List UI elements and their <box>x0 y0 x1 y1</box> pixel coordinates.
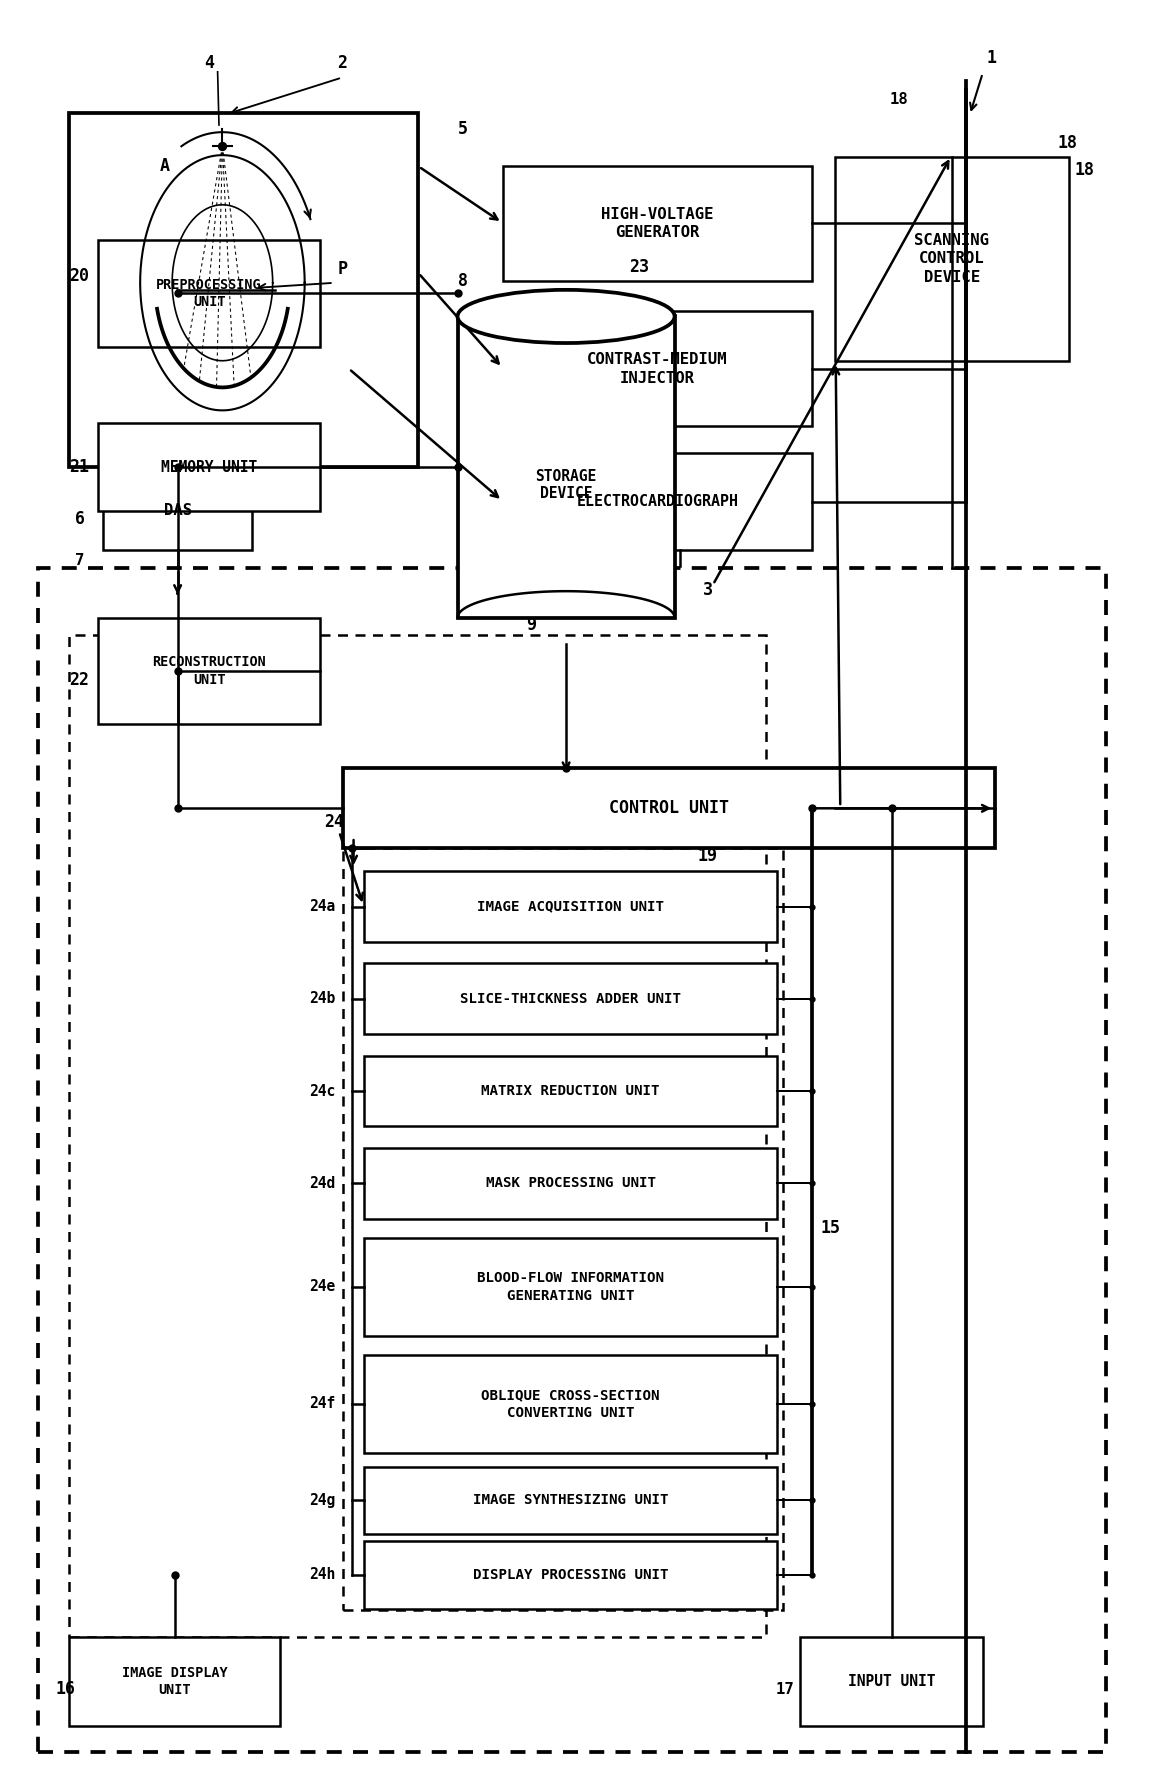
Text: MASK PROCESSING UNIT: MASK PROCESSING UNIT <box>485 1176 656 1191</box>
Text: 24e: 24e <box>310 1280 335 1294</box>
Bar <box>800 1637 983 1726</box>
Bar <box>457 316 675 618</box>
Text: 1: 1 <box>986 48 997 68</box>
Ellipse shape <box>188 248 256 318</box>
Bar <box>343 848 783 1610</box>
Text: IMAGE SYNTHESIZING UNIT: IMAGE SYNTHESIZING UNIT <box>472 1494 669 1508</box>
Text: P: P <box>337 261 348 278</box>
Text: 24f: 24f <box>310 1396 335 1412</box>
Text: 21: 21 <box>69 459 89 477</box>
Text: CONTROL UNIT: CONTROL UNIT <box>609 800 729 818</box>
Text: 16: 16 <box>55 1680 75 1698</box>
Bar <box>69 112 418 468</box>
Text: 24: 24 <box>323 812 344 832</box>
Text: 23: 23 <box>629 259 649 277</box>
Text: 18: 18 <box>889 91 908 107</box>
Text: CONTRAST-MEDIUM
INJECTOR: CONTRAST-MEDIUM INJECTOR <box>587 352 728 386</box>
Bar <box>98 423 320 512</box>
Text: DAS: DAS <box>164 503 192 518</box>
Text: 9: 9 <box>526 616 536 634</box>
Bar <box>504 453 812 550</box>
Text: STORAGE
DEVICE: STORAGE DEVICE <box>536 469 597 502</box>
Bar <box>504 166 812 280</box>
Bar <box>364 1239 777 1335</box>
Bar <box>69 635 766 1637</box>
Text: 3: 3 <box>703 580 713 598</box>
Bar <box>364 964 777 1034</box>
Text: BLOOD-FLOW INFORMATION
GENERATING UNIT: BLOOD-FLOW INFORMATION GENERATING UNIT <box>477 1271 664 1303</box>
Text: 18: 18 <box>1074 161 1095 179</box>
Text: 24d: 24d <box>310 1176 335 1191</box>
Text: 24c: 24c <box>310 1083 335 1098</box>
Text: 20: 20 <box>69 268 89 286</box>
Text: 2: 2 <box>337 54 348 71</box>
Bar <box>98 618 320 725</box>
Text: 22: 22 <box>69 671 89 689</box>
Text: 6: 6 <box>75 511 84 528</box>
Text: 15: 15 <box>821 1219 841 1237</box>
Bar <box>364 1467 777 1533</box>
Text: HIGH-VOLTAGE
GENERATOR: HIGH-VOLTAGE GENERATOR <box>602 207 714 241</box>
Text: MATRIX REDUCTION UNIT: MATRIX REDUCTION UNIT <box>482 1083 660 1098</box>
Text: 5: 5 <box>457 120 468 137</box>
Text: A: A <box>161 157 170 175</box>
Bar <box>343 768 994 848</box>
Bar <box>38 568 1106 1753</box>
Text: 8: 8 <box>457 273 468 291</box>
Text: 18: 18 <box>1057 134 1078 152</box>
Text: SCANNING
CONTROL
DEVICE: SCANNING CONTROL DEVICE <box>914 232 989 286</box>
Text: OBLIQUE CROSS-SECTION
CONVERTING UNIT: OBLIQUE CROSS-SECTION CONVERTING UNIT <box>482 1389 660 1419</box>
Text: 24b: 24b <box>310 991 335 1007</box>
Text: 7: 7 <box>75 553 84 568</box>
Text: IMAGE ACQUISITION UNIT: IMAGE ACQUISITION UNIT <box>477 900 664 914</box>
Text: IMAGE DISPLAY
UNIT: IMAGE DISPLAY UNIT <box>122 1665 228 1698</box>
Bar <box>364 1540 777 1608</box>
Text: INPUT UNIT: INPUT UNIT <box>848 1674 936 1689</box>
Text: ELECTROCARDIOGRAPH: ELECTROCARDIOGRAPH <box>576 494 738 509</box>
Text: DISPLAY PROCESSING UNIT: DISPLAY PROCESSING UNIT <box>472 1567 669 1582</box>
Ellipse shape <box>457 289 675 343</box>
Bar <box>103 471 252 550</box>
Text: MEMORY UNIT: MEMORY UNIT <box>161 459 258 475</box>
Text: 19: 19 <box>698 846 717 864</box>
Text: 24h: 24h <box>310 1567 335 1583</box>
Text: 24a: 24a <box>310 900 335 914</box>
Bar <box>69 1637 281 1726</box>
Bar <box>98 241 320 346</box>
Bar <box>364 871 777 942</box>
Bar <box>364 1355 777 1453</box>
Text: RECONSTRUCTION
UNIT: RECONSTRUCTION UNIT <box>152 655 266 687</box>
Text: 4: 4 <box>204 54 214 71</box>
Bar <box>504 311 812 427</box>
Text: 24g: 24g <box>310 1492 335 1508</box>
Bar <box>364 1055 777 1126</box>
Text: SLICE-THICKNESS ADDER UNIT: SLICE-THICKNESS ADDER UNIT <box>460 992 681 1007</box>
Text: PREPROCESSING
UNIT: PREPROCESSING UNIT <box>156 278 262 309</box>
Bar <box>835 157 1068 361</box>
Text: 17: 17 <box>775 1681 793 1698</box>
Bar <box>364 1148 777 1219</box>
